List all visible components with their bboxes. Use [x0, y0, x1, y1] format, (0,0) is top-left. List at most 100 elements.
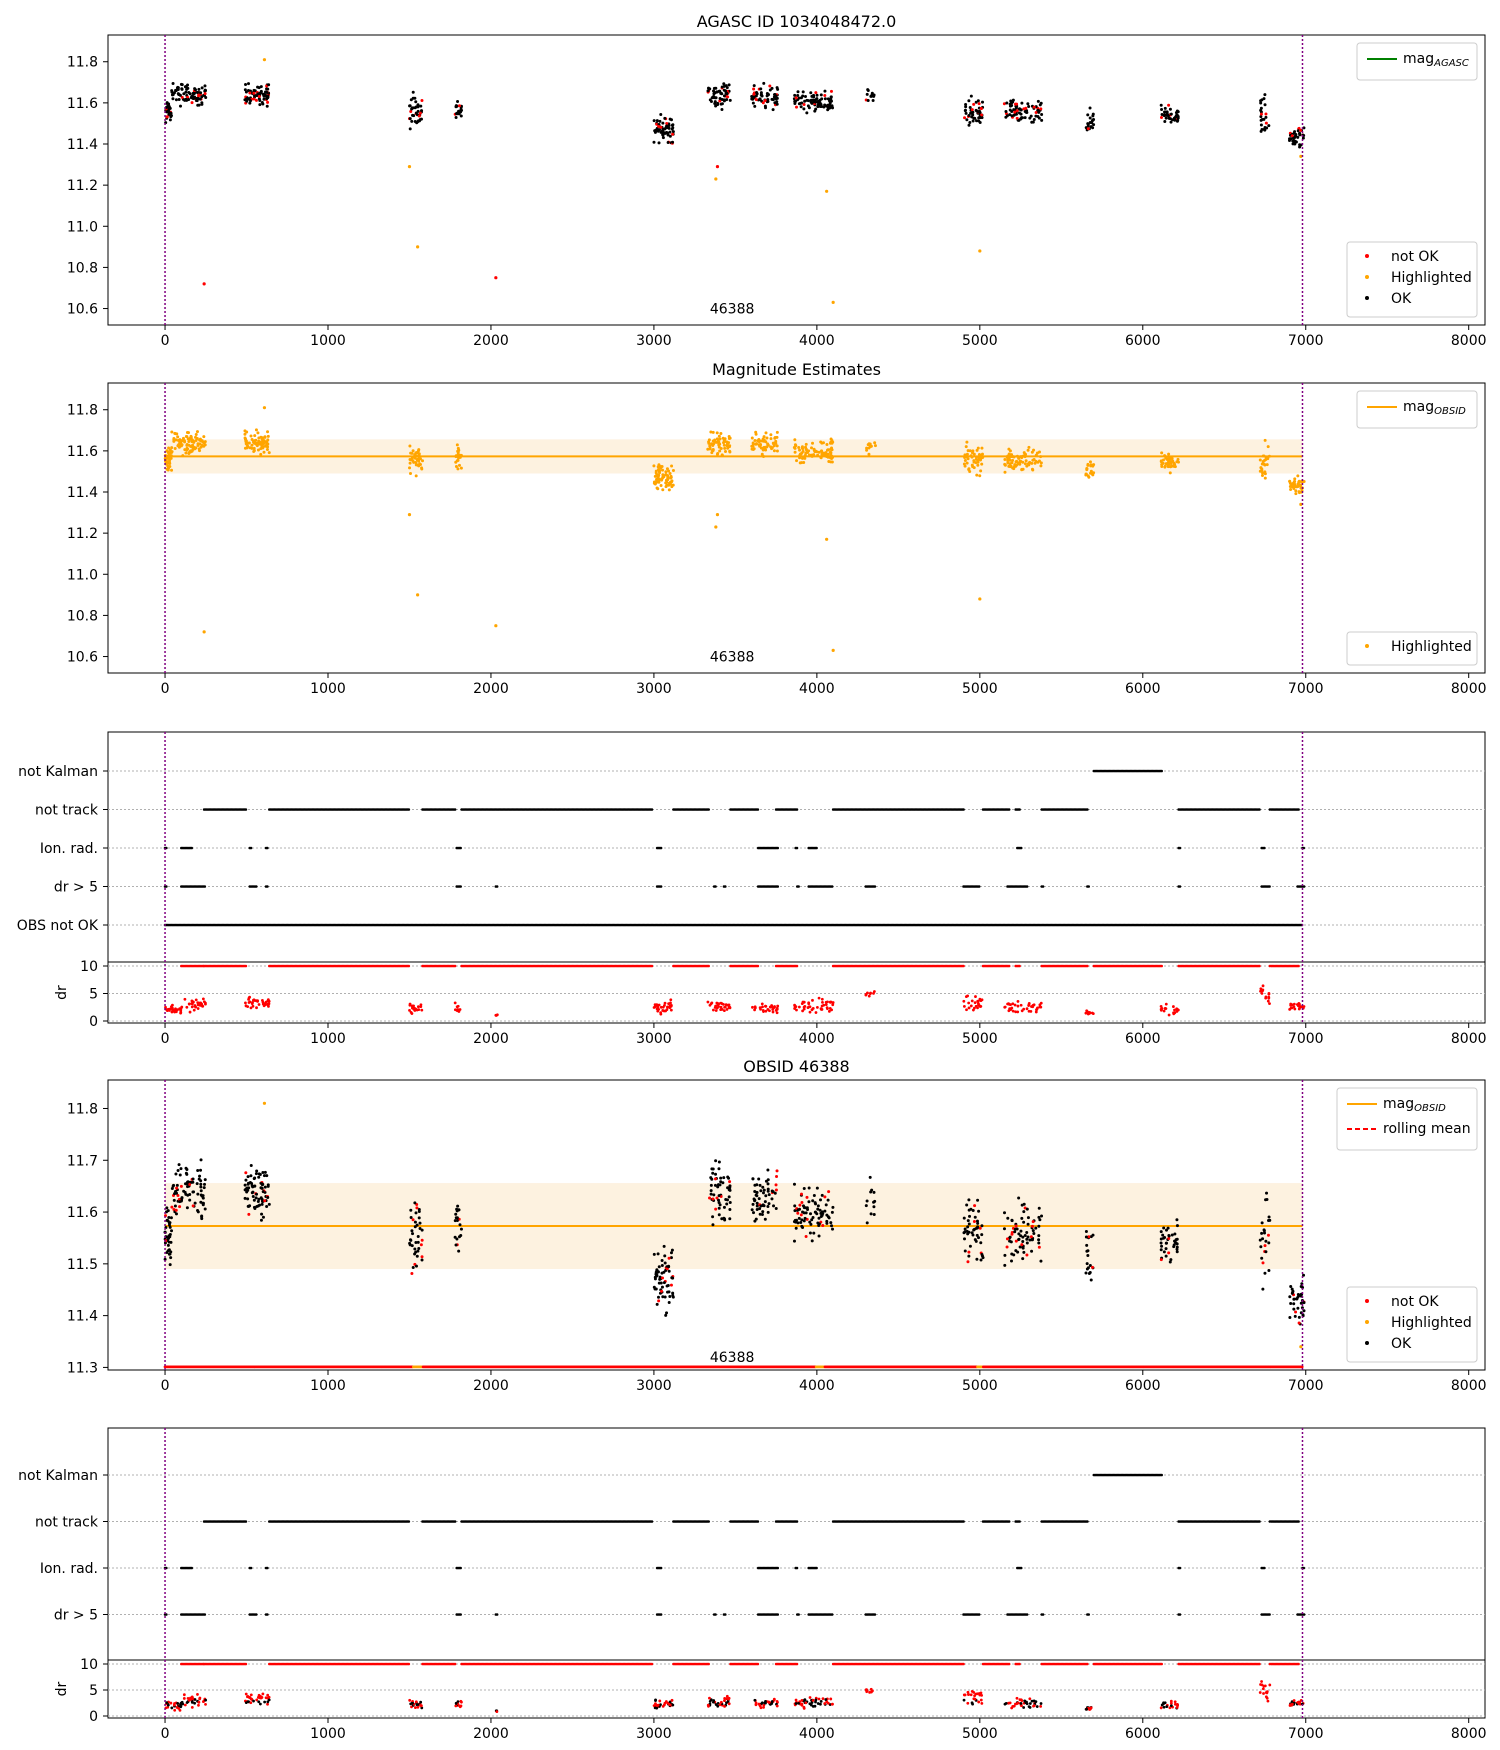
flag-point — [1258, 808, 1261, 811]
data-point — [266, 96, 270, 100]
dr-point — [670, 1004, 673, 1007]
data-point — [964, 111, 968, 115]
data-point — [963, 116, 967, 120]
flag-point — [453, 808, 457, 811]
data-point — [1260, 473, 1264, 477]
data-point — [670, 1248, 674, 1252]
data-point — [822, 105, 826, 109]
dr-axes — [107, 961, 1486, 1024]
data-point — [1297, 490, 1301, 494]
data-point — [248, 1181, 252, 1185]
data-point — [416, 120, 420, 124]
data-point — [868, 442, 872, 446]
data-point — [826, 97, 830, 101]
data-point — [762, 435, 766, 439]
data-point — [757, 440, 761, 444]
legend-marker-icon — [1365, 296, 1369, 300]
data-point — [413, 1247, 417, 1251]
x-tick-label: 0 — [161, 681, 170, 697]
data-point — [719, 91, 723, 95]
data-point — [408, 117, 412, 121]
data-point — [798, 456, 802, 460]
data-point — [1013, 112, 1017, 116]
x-tick-label: 4000 — [799, 333, 835, 349]
data-point — [1003, 470, 1007, 474]
flag-point — [1263, 846, 1266, 850]
data-point — [246, 96, 250, 100]
dr-point — [1027, 1009, 1031, 1013]
flag-label: OBS not OK — [17, 918, 99, 934]
data-point — [818, 101, 822, 105]
data-point — [259, 1218, 263, 1222]
data-point — [166, 1209, 170, 1213]
data-point — [1039, 461, 1043, 465]
data-point — [657, 480, 661, 484]
data-point — [814, 98, 818, 102]
dr-point — [179, 1011, 183, 1014]
data-point — [978, 115, 982, 119]
flag-point — [795, 808, 799, 811]
dr-point — [706, 1000, 710, 1004]
data-point — [257, 1172, 261, 1176]
x-tick-label: 3000 — [636, 1378, 672, 1394]
data-point — [1088, 460, 1092, 464]
data-point — [978, 597, 982, 601]
data-point — [829, 447, 833, 451]
data-point — [244, 1171, 248, 1175]
data-point — [457, 1249, 461, 1253]
data-point — [723, 446, 727, 450]
dr-point — [719, 1008, 723, 1012]
data-point — [189, 435, 193, 439]
data-point — [719, 432, 723, 436]
data-point — [668, 130, 672, 134]
dr-point — [656, 1004, 659, 1008]
data-point — [658, 119, 662, 123]
data-point — [659, 112, 663, 116]
data-point — [965, 461, 969, 465]
dr-point — [724, 1003, 728, 1006]
data-point — [657, 141, 661, 145]
data-point — [177, 97, 181, 101]
data-point — [980, 113, 984, 117]
data-point — [754, 432, 758, 436]
data-point — [726, 95, 730, 99]
data-point — [251, 1185, 255, 1189]
data-point — [262, 450, 266, 454]
data-point — [809, 98, 813, 102]
data-point — [715, 165, 720, 169]
data-point — [1167, 452, 1171, 456]
data-point — [667, 469, 671, 473]
data-point — [775, 430, 779, 434]
flag-label: not track — [35, 803, 99, 819]
data-point — [1040, 113, 1044, 117]
data-point — [975, 473, 979, 477]
data-point — [416, 1240, 420, 1244]
data-point — [1175, 119, 1179, 123]
data-point — [752, 84, 756, 88]
data-point — [707, 438, 711, 442]
data-point — [1169, 120, 1173, 124]
data-point — [169, 456, 173, 460]
data-point — [717, 434, 721, 438]
data-point — [706, 89, 710, 93]
data-point — [1039, 107, 1043, 111]
data-point — [165, 1218, 169, 1222]
data-point — [420, 459, 424, 463]
data-point — [671, 126, 675, 130]
data-point — [265, 443, 269, 447]
data-point — [765, 445, 769, 449]
data-point — [1086, 113, 1090, 117]
data-point — [720, 102, 724, 106]
data-point — [454, 1212, 458, 1216]
data-point — [972, 102, 976, 106]
x-tick-label: 7000 — [1288, 333, 1324, 349]
data-point — [761, 448, 765, 452]
data-point — [178, 1173, 182, 1177]
data-point — [410, 1244, 414, 1248]
data-point — [713, 100, 717, 104]
data-point — [246, 444, 250, 448]
data-point — [1160, 113, 1164, 117]
dr-point — [1167, 1013, 1171, 1017]
data-point — [170, 1205, 174, 1209]
